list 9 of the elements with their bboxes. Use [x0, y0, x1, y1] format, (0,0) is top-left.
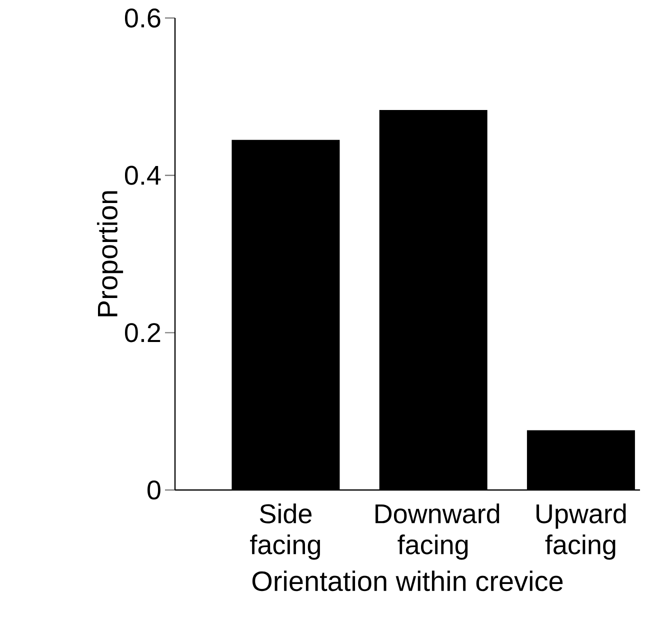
x-tick-label: Side facing [250, 504, 320, 560]
y-tick-label: 0 [148, 480, 160, 500]
x-axis-title: Orientation within crevice [252, 570, 563, 592]
x-tick-label: Downward facing [376, 504, 500, 560]
y-tick-label: 0.2 [124, 323, 160, 342]
y-tick-label: 0.4 [124, 166, 161, 185]
x-tick-label: Upward facing [536, 504, 626, 560]
y-tick-label: 0.6 [124, 8, 160, 28]
y-axis-title: Proportion [96, 191, 124, 316]
